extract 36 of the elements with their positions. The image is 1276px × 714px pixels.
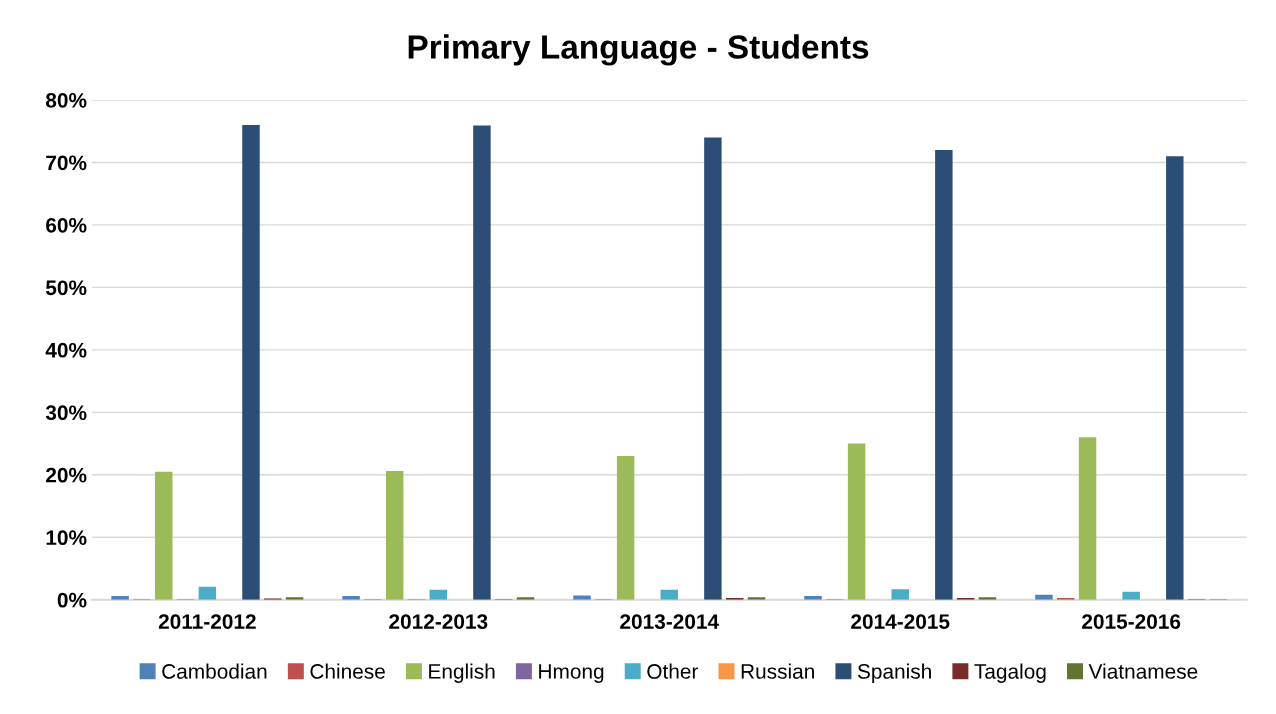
- y-tick-label: 0%: [57, 592, 87, 608]
- y-tick-label: 10%: [46, 530, 87, 546]
- bar: [616, 456, 635, 600]
- legend-label: Russian: [741, 663, 814, 679]
- bar: [473, 125, 491, 600]
- bar: [1078, 437, 1097, 600]
- x-tick-label: 2013-2014: [620, 614, 719, 629]
- x-tick-label: 2015-2016: [1082, 614, 1181, 629]
- bar: [935, 149, 953, 600]
- y-tick-label: 50%: [45, 280, 87, 296]
- legend-label: Other: [647, 663, 699, 679]
- x-tick-label: 2011-2012: [158, 614, 256, 629]
- y-tick-label: 80%: [45, 92, 87, 108]
- chart-title: Primary Language - Students: [408, 34, 869, 66]
- bar: [242, 124, 260, 600]
- legend-label: Tagalog: [974, 663, 1046, 683]
- legend-label: Chinese: [310, 663, 385, 679]
- y-tick-label: 20%: [46, 467, 87, 483]
- bar: [385, 471, 404, 600]
- y-tick-label: 70%: [46, 155, 87, 171]
- legend-label: Viatnamese: [1088, 663, 1198, 679]
- legend-label: Cambodian: [162, 663, 267, 679]
- y-tick-label: 30%: [45, 405, 87, 421]
- y-tick-label: 40%: [45, 342, 87, 358]
- bar: [704, 137, 722, 600]
- y-tick-label: 60%: [46, 217, 87, 233]
- bar: [1166, 156, 1184, 600]
- legend-label: Spanish: [857, 663, 931, 683]
- legend-label: Hmong: [539, 664, 604, 683]
- bar: [847, 443, 866, 600]
- x-tick-label: 2014-2015: [851, 614, 950, 629]
- legend-label: English: [429, 663, 495, 683]
- bar: [573, 595, 591, 600]
- bar: [155, 471, 173, 600]
- bar: [891, 589, 909, 600]
- x-tick-label: 2012-2013: [389, 614, 488, 629]
